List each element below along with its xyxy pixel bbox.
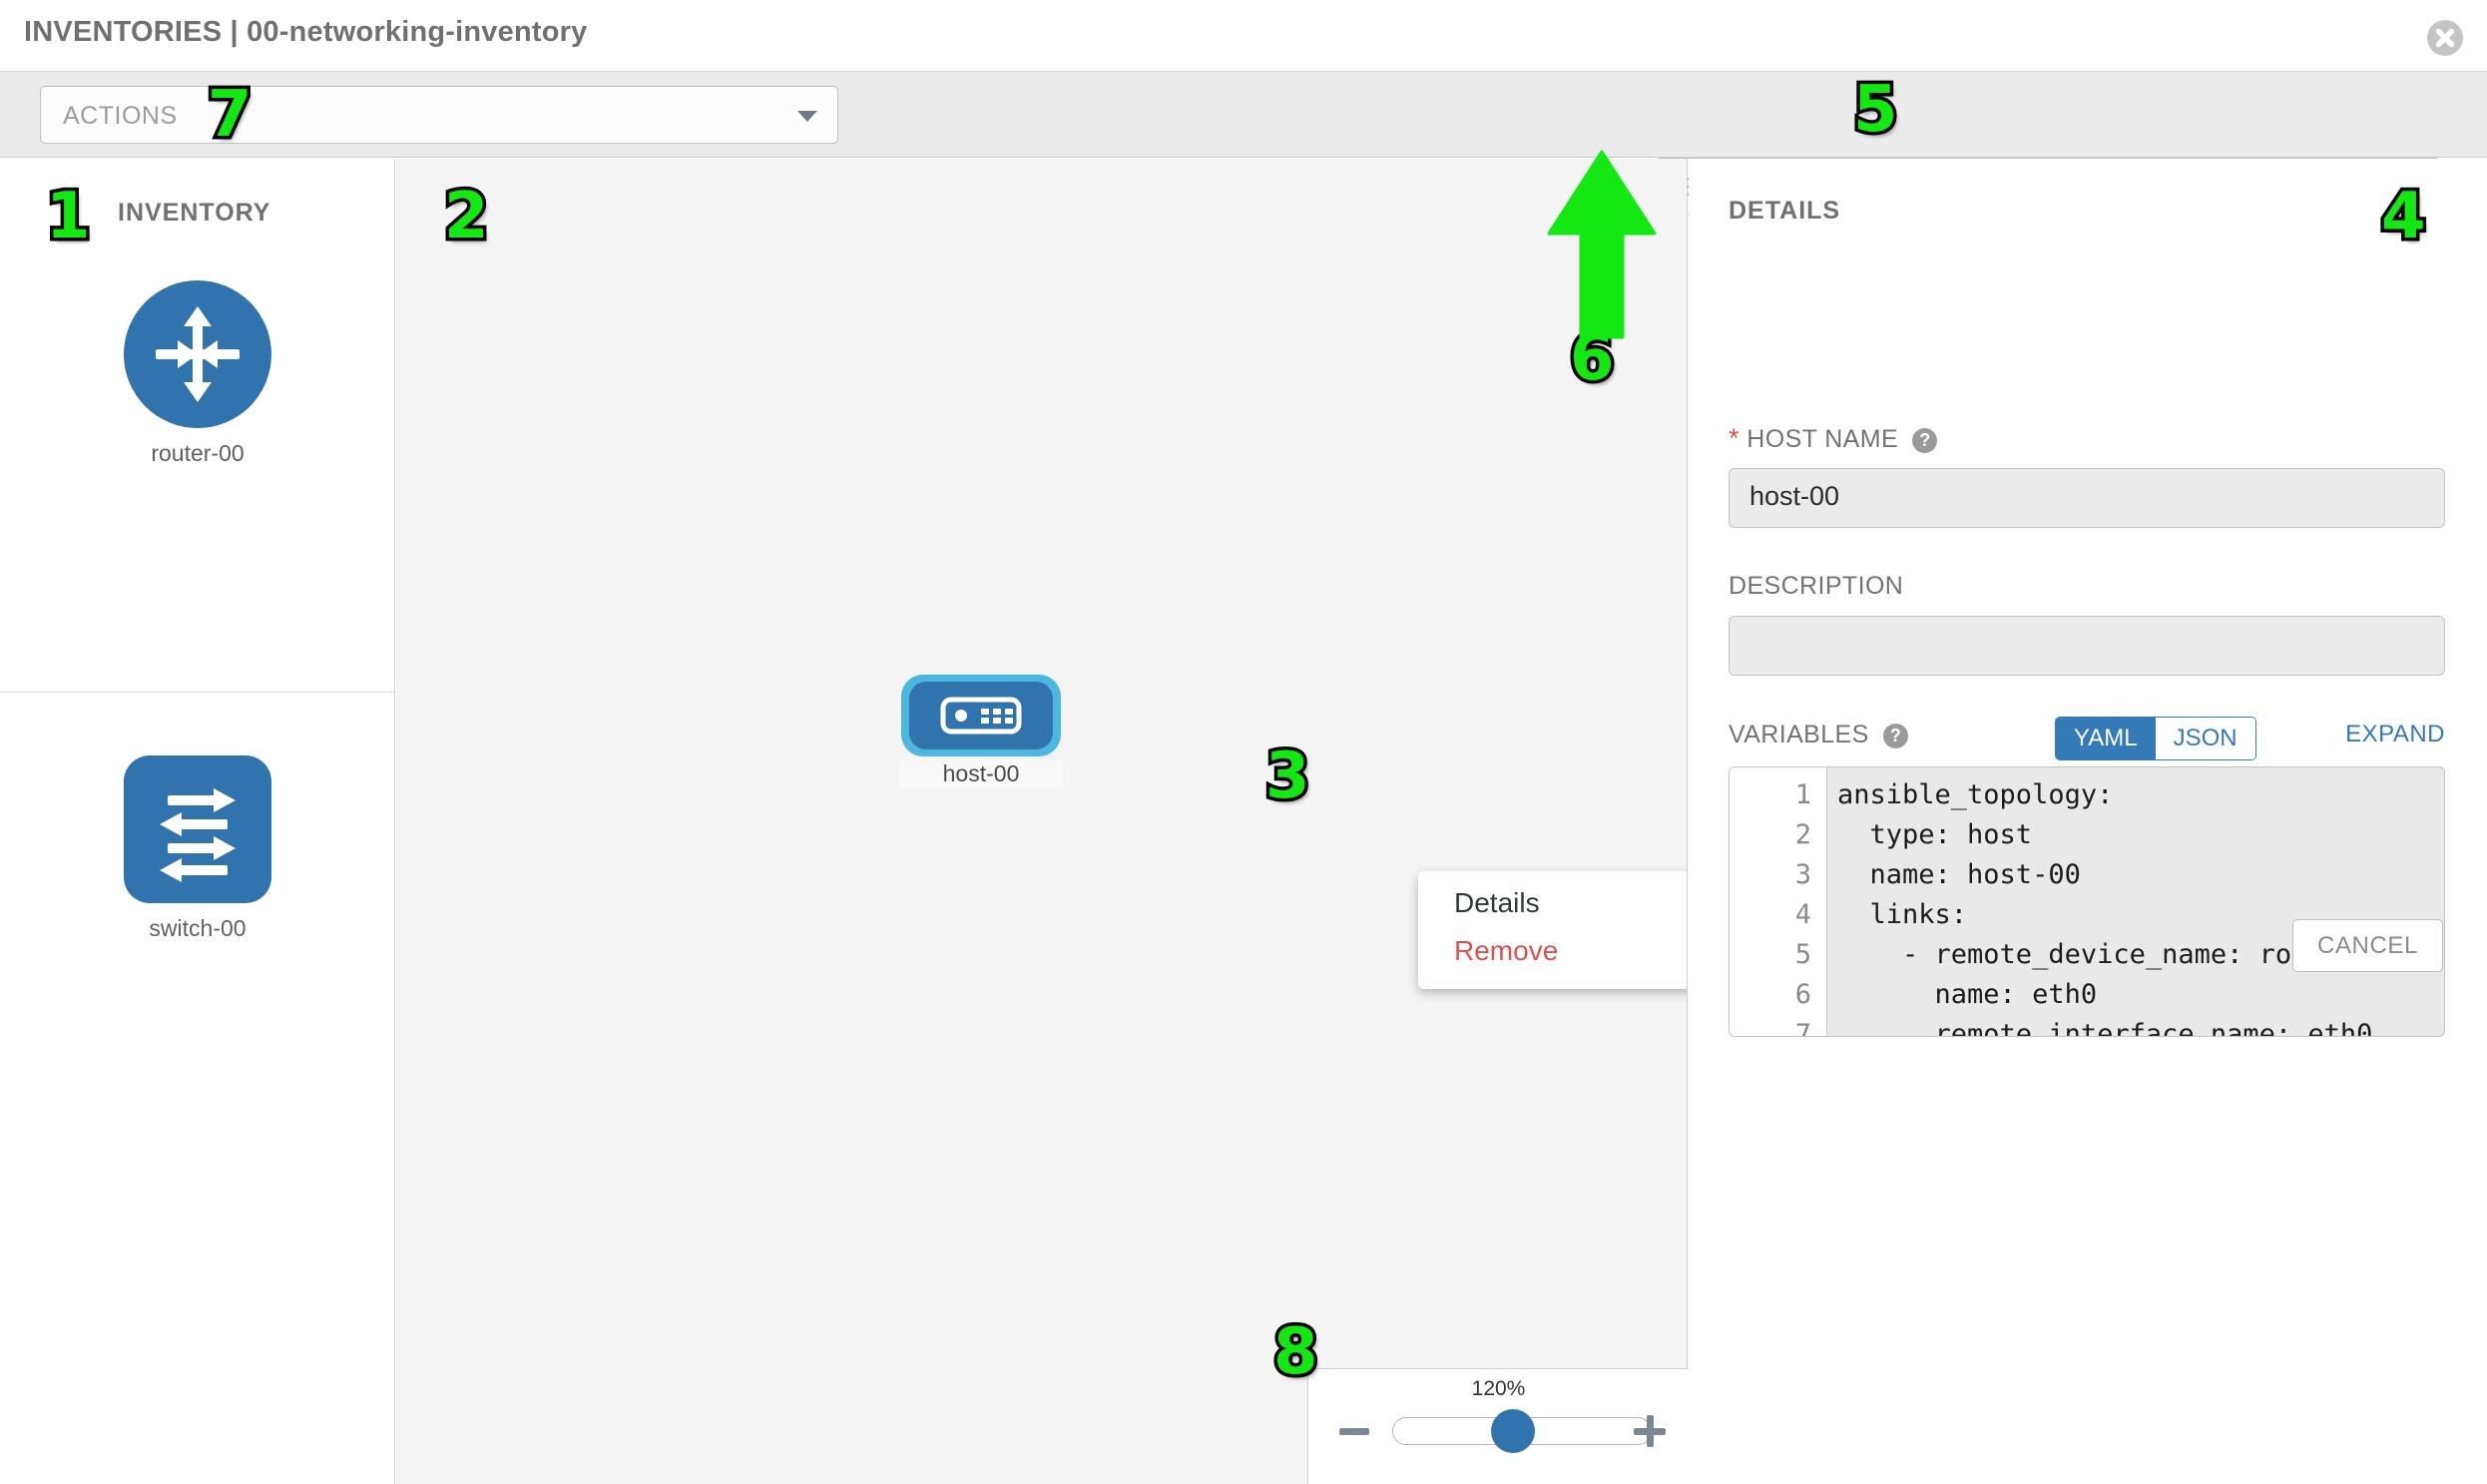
line-number: 2 xyxy=(1794,819,1811,850)
host-name-field[interactable]: host-00 xyxy=(1729,468,2445,528)
variables-label-text: VARIABLES xyxy=(1729,721,1869,748)
zoom-in-button[interactable] xyxy=(1634,1415,1666,1447)
node-label: host-00 xyxy=(899,760,1063,787)
code-line: 4 links: xyxy=(1730,895,2444,935)
variables-label: VARIABLES ? xyxy=(1729,721,1909,749)
variables-code-editor[interactable]: 1 ansible_topology: 2 type: host 3 name:… xyxy=(1729,766,2445,1037)
inventory-item-label: switch-00 xyxy=(149,915,247,941)
expand-link[interactable]: EXPAND xyxy=(2345,721,2445,747)
chevron-down-icon xyxy=(797,111,817,122)
inventory-item-switch[interactable]: switch-00 xyxy=(98,755,297,942)
details-panel: DETAILS * HOST NAME ? host-00 DESCRIPTIO… xyxy=(1689,159,2487,1484)
canvas-node-host[interactable]: host-00 xyxy=(899,675,1063,787)
switch-icon xyxy=(124,755,271,903)
code-line: 2 type: host xyxy=(1730,815,2444,855)
line-text: name: eth0 xyxy=(1837,979,2098,1010)
topology-canvas[interactable]: host-00 Details Remove xyxy=(396,159,1688,1484)
context-menu-item-details[interactable]: Details xyxy=(1454,887,1540,918)
description-label: DESCRIPTION xyxy=(1729,572,1904,600)
inventory-item-label: router-00 xyxy=(151,440,245,466)
line-number: 7 xyxy=(1794,1019,1811,1037)
inventory-panel: INVENTORY router-00 xyxy=(0,159,395,1484)
host-name-label-text: HOST NAME xyxy=(1746,425,1899,453)
code-lines: 1 ansible_topology: 2 type: host 3 name:… xyxy=(1730,775,2444,1037)
line-number: 1 xyxy=(1794,779,1811,810)
description-field[interactable] xyxy=(1729,616,2445,676)
inventory-divider xyxy=(0,692,395,693)
line-number: 6 xyxy=(1794,979,1811,1010)
line-number: 3 xyxy=(1794,859,1811,890)
question-mark-icon[interactable]: ? xyxy=(1883,724,1909,748)
node-body xyxy=(909,682,1053,749)
zoom-slider-thumb[interactable] xyxy=(1491,1409,1535,1453)
line-number: 4 xyxy=(1794,899,1811,930)
zoom-control: 120% xyxy=(1307,1368,1688,1484)
zoom-percent-label: 120% xyxy=(1471,1377,1526,1400)
code-line: 7 remote_interface_name: eth0 xyxy=(1730,1015,2444,1037)
code-gutter xyxy=(1730,767,1827,1036)
inventory-heading: INVENTORY xyxy=(118,199,271,227)
close-icon[interactable] xyxy=(2427,20,2463,56)
node-context-menu: Details Remove xyxy=(1418,871,1687,989)
toolbar: ACTIONS SEARCH xyxy=(0,72,2487,221)
inventory-item-router[interactable]: router-00 xyxy=(98,280,297,467)
line-text: type: host xyxy=(1837,819,2033,850)
code-line: 1 ansible_topology: xyxy=(1730,775,2444,815)
zoom-out-button[interactable] xyxy=(1339,1428,1369,1435)
code-line: 3 name: host-00 xyxy=(1730,855,2444,895)
question-mark-icon[interactable]: ? xyxy=(1912,428,1938,453)
host-name-value: host-00 xyxy=(1749,481,1840,511)
line-text: remote_interface_name: eth0 xyxy=(1837,1019,2373,1037)
code-line: 6 name: eth0 xyxy=(1730,975,2444,1015)
line-text: ansible_topology: xyxy=(1837,779,2114,810)
titlebar: INVENTORIES | 00-networking-inventory xyxy=(0,0,2487,72)
line-number: 5 xyxy=(1794,939,1811,970)
required-marker: * xyxy=(1729,423,1740,453)
variables-format-toggle: YAML JSON xyxy=(2055,717,2256,760)
actions-dropdown[interactable]: ACTIONS xyxy=(40,86,838,144)
page-title: INVENTORIES | 00-networking-inventory xyxy=(24,16,588,48)
format-toggle-json[interactable]: JSON xyxy=(2155,718,2255,759)
line-text: links: xyxy=(1837,899,1968,930)
details-heading: DETAILS xyxy=(1729,197,1841,225)
actions-dropdown-label: ACTIONS xyxy=(63,102,178,130)
format-toggle-yaml[interactable]: YAML xyxy=(2056,718,2156,759)
cancel-button[interactable]: CANCEL xyxy=(2292,919,2443,972)
host-name-label: * HOST NAME ? xyxy=(1729,423,1938,454)
router-icon xyxy=(124,280,271,428)
context-menu-item-remove[interactable]: Remove xyxy=(1454,935,1559,966)
line-text: name: host-00 xyxy=(1837,859,2081,890)
